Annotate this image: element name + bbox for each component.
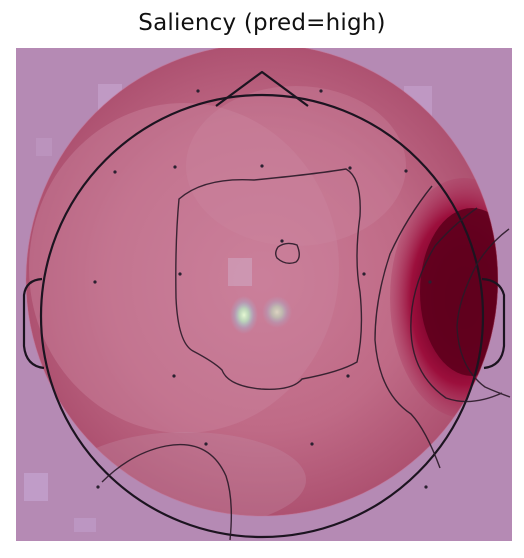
- sensor-dot: [93, 280, 97, 284]
- sensor-dot: [173, 165, 177, 169]
- speckle-patch: [74, 518, 96, 532]
- contour-lines: [101, 168, 511, 541]
- nose-icon: [215, 70, 309, 107]
- left-ear-icon: [22, 277, 45, 370]
- left-soft-region: [29, 103, 339, 433]
- lower-left-contour: [101, 444, 233, 541]
- outer-field-outline: [25, 48, 499, 517]
- center-speckle-faint: [228, 258, 252, 286]
- figure-title: Saliency (pred=high): [138, 10, 386, 36]
- sensor-dot: [96, 485, 100, 489]
- center-speckle-secondary: [262, 296, 292, 328]
- sensor-dot: [428, 280, 432, 284]
- sensor-dots: [93, 89, 432, 489]
- speckle-patch: [24, 473, 48, 501]
- sensor-dot: [280, 239, 284, 243]
- inner-contour: [275, 242, 300, 265]
- sensor-dot: [346, 374, 350, 378]
- sensor-dot: [424, 485, 428, 489]
- sensor-dot: [310, 442, 314, 446]
- speckle-patch: [36, 138, 52, 156]
- saliency-topomap: [16, 48, 512, 541]
- sensor-dot: [260, 164, 264, 168]
- sensor-dot: [178, 272, 182, 276]
- sensor-dot: [204, 442, 208, 446]
- right-hotspot-core: [420, 208, 498, 376]
- sensor-dot: [196, 89, 200, 93]
- right-ear-icon: [481, 277, 506, 370]
- sensor-dot: [113, 170, 117, 174]
- sensor-dot: [319, 89, 323, 93]
- sensor-dot: [348, 166, 352, 170]
- central-contour: [175, 168, 363, 390]
- sensor-dot: [362, 272, 366, 276]
- upper-soft-region: [186, 86, 406, 246]
- right-contour-outer: [374, 185, 441, 469]
- center-speckle: [230, 296, 258, 334]
- right-contour-inner: [456, 228, 511, 398]
- sensor-dot: [404, 169, 408, 173]
- sensor-dot: [172, 374, 176, 378]
- head-outline-icon: [39, 93, 485, 539]
- topomap-svg: [16, 48, 512, 541]
- head-fill: [26, 48, 498, 516]
- head-fill-layer: [26, 48, 498, 516]
- right-contour-middle: [410, 207, 503, 403]
